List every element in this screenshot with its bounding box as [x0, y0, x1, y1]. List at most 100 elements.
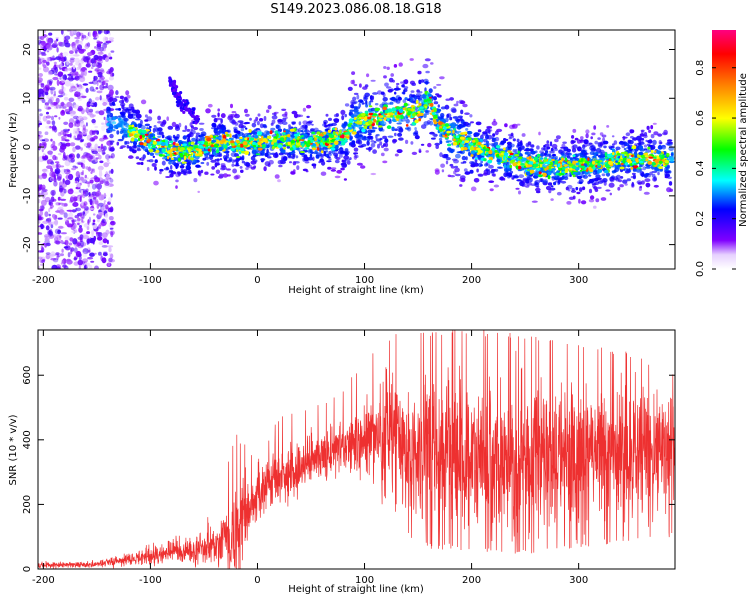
ridge-blob: [152, 137, 158, 140]
ridge-blob: [584, 172, 589, 175]
spectral-blob: [588, 174, 592, 177]
spectral-blob: [192, 107, 196, 112]
ridge-blob: [538, 161, 544, 165]
spectral-blob: [645, 182, 651, 188]
noise-blob: [64, 179, 71, 185]
ridge-blob: [595, 159, 598, 162]
spectral-blob: [271, 119, 276, 124]
noise-blob: [94, 143, 98, 150]
spectral-blob: [184, 125, 188, 130]
spectral-blob: [351, 101, 357, 105]
spectral-blob: [380, 152, 385, 157]
noise-blob: [77, 134, 81, 141]
noise-blob: [57, 196, 61, 201]
spectral-blob: [310, 149, 313, 154]
ridge-blob: [539, 164, 543, 168]
spectral-blob: [386, 66, 390, 71]
spectral-blob: [267, 156, 272, 159]
noise-blob: [108, 70, 111, 74]
ridge-blob: [634, 154, 638, 158]
spectral-blob: [123, 129, 128, 135]
spectral-blob: [668, 181, 673, 186]
spectral-blob: [624, 183, 628, 186]
ridge-blob: [158, 153, 164, 157]
spectral-blob: [441, 169, 445, 173]
ridge-blob: [490, 156, 493, 161]
spectral-blob: [576, 171, 581, 176]
noise-blob: [92, 30, 95, 36]
spectral-blob: [583, 139, 589, 145]
ridge-blob: [651, 162, 656, 166]
spectral-blob: [175, 164, 178, 169]
spectral-blob: [402, 99, 407, 103]
noise-blob: [44, 211, 49, 218]
spectral-blob: [574, 137, 579, 141]
noise-blob: [41, 168, 48, 172]
noise-blob: [62, 93, 68, 97]
spectral-blob: [469, 114, 473, 118]
spectral-blob: [562, 141, 567, 144]
spectral-blob: [669, 157, 675, 162]
ridge-blob: [333, 140, 339, 145]
ridge-blob: [244, 150, 250, 155]
spectral-blob: [186, 101, 190, 105]
spectral-blob: [274, 174, 280, 179]
spectral-blob: [394, 132, 397, 137]
ridge-blob: [403, 102, 408, 107]
spectral-blob: [306, 115, 310, 119]
chart-title: S149.2023.086.08.18.G18: [270, 2, 441, 17]
spectral-blob: [166, 116, 169, 121]
noise-blob: [95, 96, 100, 101]
ridge-blob: [172, 141, 176, 146]
spectral-blob: [301, 130, 305, 134]
spectral-blob: [204, 171, 209, 175]
spectral-blob: [410, 141, 414, 145]
spectral-blob: [517, 144, 520, 148]
spectral-blob: [207, 103, 213, 108]
spectral-blob: [434, 168, 440, 172]
spectral-blob: [334, 175, 341, 179]
spectral-blob: [627, 139, 632, 144]
ridge-blob: [358, 121, 362, 125]
noise-blob: [69, 110, 76, 115]
spectral-blob: [551, 143, 558, 149]
noise-blob: [99, 95, 102, 101]
spectral-blob: [613, 140, 618, 145]
noise-blob: [110, 50, 115, 53]
noise-blob: [55, 202, 61, 206]
ridge-blob: [525, 163, 529, 168]
noise-blob: [101, 125, 106, 131]
spectral-blob: [662, 132, 668, 136]
noise-blob: [85, 122, 88, 127]
spectral-blob: [253, 119, 257, 124]
noise-blob: [48, 79, 54, 85]
spectral-blob: [239, 122, 244, 125]
spectral-blob: [327, 156, 331, 159]
noise-blob: [38, 108, 42, 112]
spectral-blob: [124, 98, 129, 103]
spectral-blob: [525, 147, 529, 151]
ridge-blob: [274, 130, 278, 135]
spectral-blob: [353, 92, 359, 95]
noise-blob: [102, 238, 108, 244]
spectral-blob: [149, 152, 154, 156]
spectral-blob: [580, 136, 584, 140]
spectral-blob: [349, 157, 352, 161]
noise-blob: [66, 258, 71, 262]
noise-blob: [40, 191, 43, 196]
spectral-blob: [324, 124, 328, 128]
spectral-blob: [119, 95, 124, 100]
noise-blob: [55, 38, 59, 42]
noise-blob: [94, 265, 99, 269]
spectral-blob: [404, 97, 408, 101]
spectral-blob: [106, 122, 110, 127]
noise-blob: [109, 89, 114, 96]
noise-blob: [98, 251, 102, 256]
noise-blob: [77, 133, 81, 139]
spectral-blob: [391, 97, 396, 101]
ridge-blob: [273, 142, 278, 147]
spectral-blob: [331, 167, 337, 170]
spectral-blob: [657, 133, 663, 137]
ridge-blob: [476, 147, 481, 151]
noise-blob: [68, 97, 75, 103]
